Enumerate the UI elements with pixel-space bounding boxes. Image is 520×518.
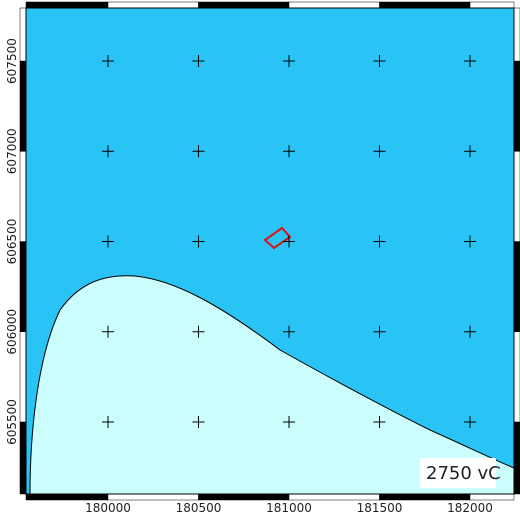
frame-segment [513, 60, 520, 152]
x-tick-label: 182000 [447, 501, 493, 515]
y-tick-label: 606000 [5, 309, 19, 355]
frame-segment [198, 1, 290, 9]
grid-cross [101, 325, 114, 338]
frame-segment [513, 331, 520, 423]
grid-cross [192, 235, 205, 248]
grid-cross [373, 415, 386, 428]
frame-segment [198, 493, 290, 501]
grid-cross [283, 415, 296, 428]
grid-cross [101, 415, 114, 428]
frame-segment [513, 241, 520, 333]
frame-segment [19, 421, 27, 495]
grid-cross [283, 145, 296, 158]
frame-segment [19, 241, 27, 333]
grid-cross [101, 235, 114, 248]
y-tick-label: 607000 [5, 128, 19, 174]
y-tick-label: 606500 [5, 219, 19, 265]
frame-segment [288, 1, 380, 9]
frame-segment [469, 493, 515, 501]
x-tick-label: 180500 [176, 501, 222, 515]
map-label: 2750 vC [426, 463, 501, 484]
frame-segment [379, 1, 471, 9]
x-tick-label: 180000 [85, 501, 131, 515]
x-tick-label: 181500 [357, 501, 403, 515]
grid-cross [373, 325, 386, 338]
grid-cross [464, 415, 477, 428]
frame-segment [19, 60, 27, 152]
frame-segment [513, 7, 520, 62]
grid-cross [464, 55, 477, 68]
grid-cross [373, 145, 386, 158]
y-tick-label: 607500 [5, 38, 19, 84]
frame-segment [19, 331, 27, 423]
y-tick-label: 605500 [5, 399, 19, 445]
grid-cross [101, 145, 114, 158]
grid-cross [373, 235, 386, 248]
frame-segment [25, 1, 109, 9]
frame [25, 7, 515, 495]
frame-segment [513, 151, 520, 242]
grid-cross [373, 55, 386, 68]
frame-segment [513, 421, 520, 495]
label-box [420, 458, 496, 488]
grid-cross [192, 325, 205, 338]
grid-cross [283, 235, 296, 248]
grid-cross [192, 415, 205, 428]
grid-cross [464, 325, 477, 338]
frame-segment [19, 7, 27, 62]
grid-cross [192, 55, 205, 68]
grid-cross [101, 55, 114, 68]
grid-cross [283, 325, 296, 338]
frame-segment [469, 1, 515, 9]
frame-segment [288, 493, 380, 501]
shallow-area [29, 275, 515, 495]
frame-segment [379, 493, 471, 501]
x-tick-label: 181000 [266, 501, 312, 515]
frame-segment [107, 1, 199, 9]
frame-segment [19, 151, 27, 242]
frame-segment [25, 493, 109, 501]
site-outline [263, 226, 292, 250]
grid-cross [192, 145, 205, 158]
grid-cross [283, 55, 296, 68]
grid-cross [464, 235, 477, 248]
grid-cross [464, 145, 477, 158]
frame-segment [107, 493, 199, 501]
